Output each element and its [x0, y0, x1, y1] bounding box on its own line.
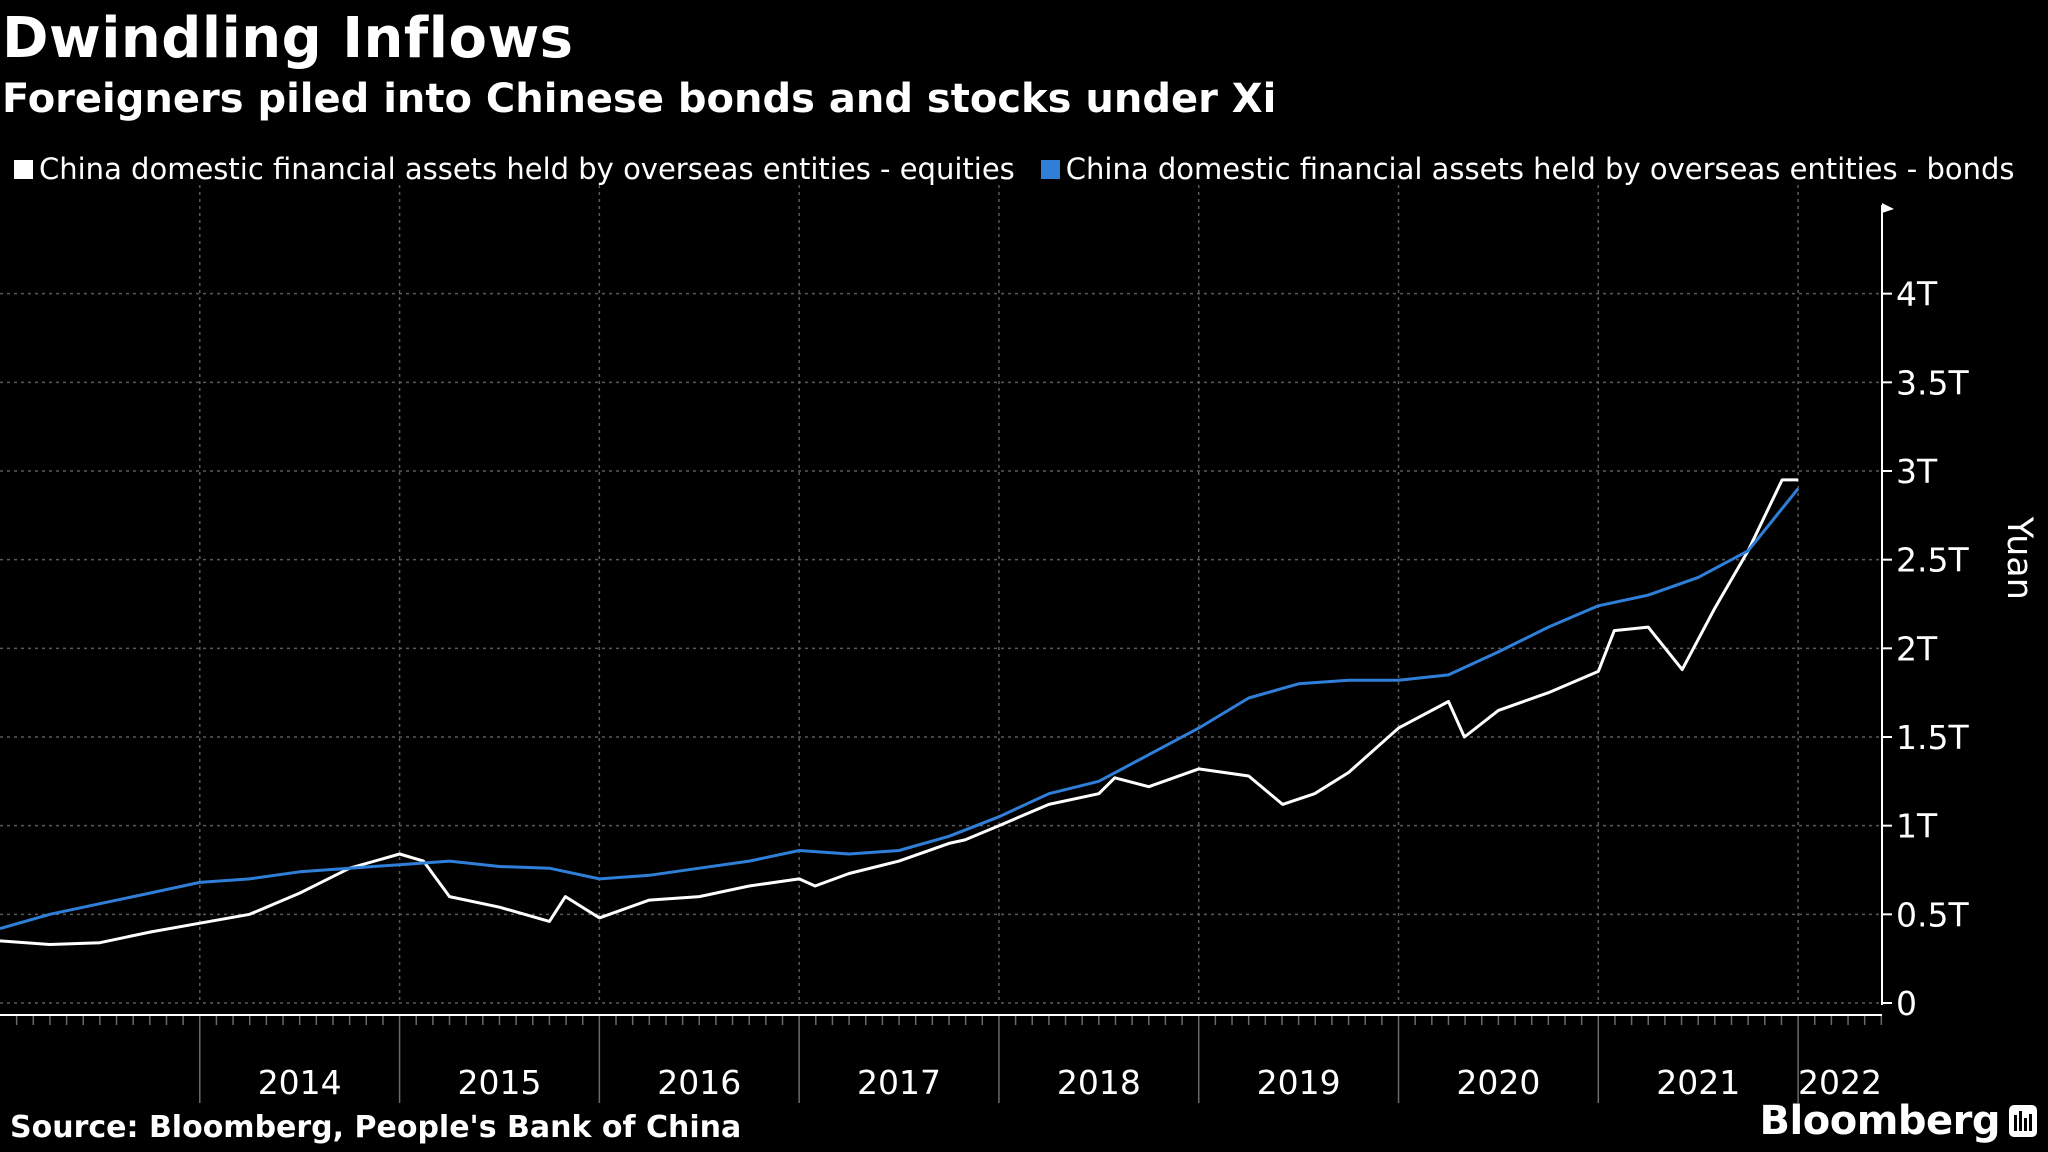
series-line-equities — [0, 478, 1799, 946]
x-tick-label: 2018 — [1057, 1063, 1141, 1102]
legend-item-bonds: China domestic financial assets held by … — [1040, 152, 2015, 186]
legend-label-equities: China domestic financial assets held by … — [39, 152, 1015, 186]
y-tick-label: 2T — [1896, 629, 1938, 668]
legend-label-bonds: China domestic financial assets held by … — [1065, 152, 2015, 186]
x-tick-label: 2022 — [1798, 1063, 1882, 1102]
legend: China domestic financial assets held by … — [14, 152, 2041, 186]
source-note: Source: Bloomberg, People's Bank of Chin… — [10, 1110, 742, 1145]
x-tick-label: 2014 — [258, 1063, 342, 1102]
x-tick-label: 2016 — [657, 1063, 741, 1102]
y-tick-label: 3.5T — [1896, 363, 1969, 402]
bloomberg-logo-icon — [2009, 1105, 2037, 1137]
legend-swatch-equities — [14, 159, 33, 179]
x-tick-label: 2015 — [457, 1063, 541, 1102]
y-tick-label: 1T — [1896, 807, 1938, 846]
y-tick-label: 1.5T — [1896, 718, 1969, 757]
x-tick-label: 2021 — [1656, 1063, 1740, 1102]
x-tick-label: 2020 — [1456, 1063, 1540, 1102]
chart-title: Dwindling Inflows — [2, 6, 574, 71]
brand-logo: Bloomberg — [1760, 1098, 2038, 1144]
chart-subtitle: Foreigners piled into Chinese bonds and … — [2, 76, 1277, 122]
legend-item-equities: China domestic financial assets held by … — [14, 152, 1015, 186]
legend-swatch-bonds — [1040, 159, 1060, 179]
y-tick-label: 0.5T — [1896, 895, 1969, 934]
x-tick-label: 2017 — [857, 1063, 941, 1102]
y-tick-label: 0 — [1896, 984, 1917, 1023]
y-tick-label: 4T — [1896, 275, 1938, 314]
y-tick-label: 3T — [1896, 452, 1938, 491]
x-tick-label: 2019 — [1257, 1063, 1341, 1102]
brand-name: Bloomberg — [1759, 1098, 2001, 1144]
y-tick-label: 2.5T — [1896, 541, 1969, 580]
y-axis-arrow — [1882, 203, 1894, 213]
y-axis-title: Yuan — [1999, 516, 2039, 600]
series-line-bonds — [0, 487, 1800, 930]
